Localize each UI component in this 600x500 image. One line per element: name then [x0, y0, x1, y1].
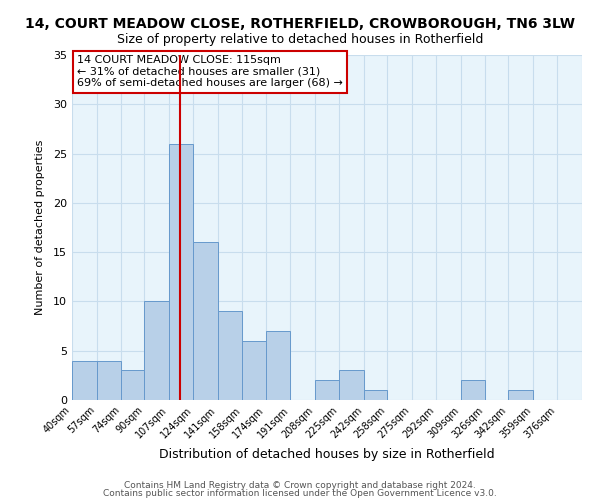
Bar	[121, 370, 144, 400]
Text: 14, COURT MEADOW CLOSE, ROTHERFIELD, CROWBOROUGH, TN6 3LW: 14, COURT MEADOW CLOSE, ROTHERFIELD, CRO…	[25, 18, 575, 32]
Text: Contains public sector information licensed under the Open Government Licence v3: Contains public sector information licen…	[103, 489, 497, 498]
Bar	[508, 390, 533, 400]
Bar	[242, 341, 266, 400]
Text: Size of property relative to detached houses in Rotherfield: Size of property relative to detached ho…	[117, 32, 483, 46]
Bar	[144, 302, 169, 400]
Bar	[364, 390, 387, 400]
Bar	[266, 331, 290, 400]
Bar	[97, 360, 121, 400]
Y-axis label: Number of detached properties: Number of detached properties	[35, 140, 44, 315]
Bar	[193, 242, 218, 400]
Bar	[339, 370, 364, 400]
Text: 14 COURT MEADOW CLOSE: 115sqm
← 31% of detached houses are smaller (31)
69% of s: 14 COURT MEADOW CLOSE: 115sqm ← 31% of d…	[77, 55, 343, 88]
X-axis label: Distribution of detached houses by size in Rotherfield: Distribution of detached houses by size …	[159, 448, 495, 461]
Bar	[315, 380, 339, 400]
Bar	[169, 144, 193, 400]
Bar	[461, 380, 485, 400]
Bar	[72, 360, 97, 400]
Text: Contains HM Land Registry data © Crown copyright and database right 2024.: Contains HM Land Registry data © Crown c…	[124, 480, 476, 490]
Bar	[218, 312, 242, 400]
